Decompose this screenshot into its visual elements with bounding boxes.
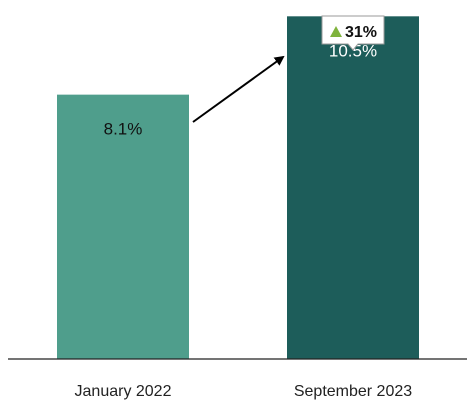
callout-box [321, 15, 385, 51]
bar-2 [287, 16, 419, 360]
bar-1 [57, 94, 189, 360]
bar-value-label-1: 8.1% [104, 120, 143, 139]
callout-text: 31% [345, 24, 377, 41]
x-tick-label-2: September 2023 [294, 383, 412, 400]
x-tick-labels-layer: January 2022 September 2023 [75, 383, 413, 400]
x-tick-label-1: January 2022 [75, 383, 172, 400]
bars-layer [57, 16, 419, 360]
bar-value-label-2: 10.5% [329, 41, 377, 60]
triangle-up-icon [330, 26, 342, 37]
value-labels-layer: 8.1% 10.5% [104, 41, 377, 138]
growth-callout: 31% [321, 15, 385, 51]
growth-arrow [192, 55, 285, 123]
